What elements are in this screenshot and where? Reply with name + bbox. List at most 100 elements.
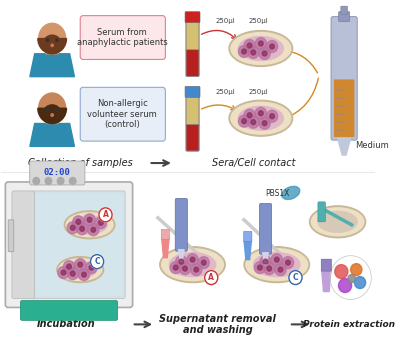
FancyBboxPatch shape (185, 86, 200, 97)
Text: A: A (208, 273, 214, 282)
Circle shape (180, 263, 191, 275)
Ellipse shape (72, 216, 107, 234)
Ellipse shape (238, 106, 283, 130)
FancyBboxPatch shape (186, 125, 199, 151)
FancyBboxPatch shape (260, 203, 272, 254)
Circle shape (244, 40, 255, 51)
Circle shape (251, 50, 256, 55)
Ellipse shape (310, 206, 366, 238)
Circle shape (70, 271, 75, 276)
Circle shape (247, 113, 252, 118)
Circle shape (70, 225, 75, 230)
Circle shape (242, 119, 246, 124)
Circle shape (335, 265, 348, 278)
Polygon shape (162, 238, 169, 258)
Text: Protein extraction: Protein extraction (303, 320, 395, 329)
Text: Non-allergic
volunteer serum
(control): Non-allergic volunteer serum (control) (88, 99, 157, 129)
Wedge shape (38, 39, 66, 54)
Circle shape (266, 110, 278, 122)
FancyBboxPatch shape (186, 50, 199, 76)
Ellipse shape (231, 102, 291, 134)
Circle shape (76, 223, 88, 235)
Circle shape (255, 107, 266, 119)
Circle shape (264, 263, 275, 275)
Circle shape (278, 267, 283, 272)
Polygon shape (46, 45, 58, 54)
Polygon shape (46, 115, 58, 124)
Circle shape (99, 208, 112, 222)
Ellipse shape (160, 247, 225, 283)
FancyBboxPatch shape (80, 87, 165, 141)
Circle shape (238, 115, 250, 127)
Ellipse shape (254, 253, 300, 277)
FancyBboxPatch shape (186, 94, 199, 126)
Circle shape (91, 227, 96, 232)
Text: C: C (94, 257, 100, 266)
Circle shape (87, 217, 92, 222)
Circle shape (348, 275, 355, 283)
Polygon shape (178, 250, 184, 262)
Circle shape (46, 109, 48, 111)
Circle shape (260, 256, 271, 268)
Circle shape (90, 255, 104, 269)
Circle shape (89, 265, 94, 270)
Circle shape (73, 216, 84, 228)
Circle shape (95, 217, 106, 229)
Circle shape (84, 214, 95, 226)
Text: Collection of samples: Collection of samples (28, 158, 133, 168)
Ellipse shape (59, 259, 102, 280)
Circle shape (58, 267, 69, 278)
Circle shape (56, 39, 58, 41)
Polygon shape (322, 269, 331, 292)
Circle shape (258, 111, 263, 116)
Ellipse shape (64, 262, 96, 278)
Circle shape (63, 260, 75, 273)
Circle shape (179, 259, 184, 264)
Ellipse shape (246, 249, 308, 280)
Circle shape (67, 222, 78, 234)
Circle shape (267, 266, 272, 271)
Ellipse shape (231, 32, 291, 65)
Circle shape (258, 265, 262, 270)
Circle shape (271, 254, 282, 266)
Circle shape (266, 40, 278, 52)
Circle shape (258, 41, 263, 46)
Circle shape (46, 39, 48, 41)
Text: Incubation: Incubation (37, 319, 96, 329)
Ellipse shape (311, 208, 364, 236)
FancyBboxPatch shape (185, 12, 200, 23)
Circle shape (248, 47, 259, 58)
Circle shape (78, 262, 82, 267)
Ellipse shape (229, 31, 293, 67)
Wedge shape (43, 105, 61, 115)
Circle shape (61, 270, 66, 275)
FancyBboxPatch shape (161, 229, 170, 239)
Polygon shape (263, 253, 268, 265)
Circle shape (198, 257, 209, 269)
FancyBboxPatch shape (80, 16, 165, 59)
Circle shape (205, 270, 218, 285)
Circle shape (270, 44, 274, 49)
Circle shape (170, 262, 181, 274)
FancyBboxPatch shape (186, 20, 199, 52)
Circle shape (67, 268, 78, 279)
Circle shape (274, 257, 279, 262)
Circle shape (187, 254, 198, 266)
Circle shape (45, 177, 52, 185)
Polygon shape (30, 54, 74, 77)
Ellipse shape (229, 100, 293, 136)
Ellipse shape (39, 93, 66, 124)
Circle shape (289, 270, 302, 285)
Ellipse shape (57, 257, 104, 283)
Ellipse shape (64, 211, 115, 239)
Ellipse shape (162, 249, 224, 280)
Circle shape (259, 117, 270, 129)
Text: PBS1X: PBS1X (266, 189, 290, 198)
Circle shape (78, 269, 90, 280)
Circle shape (51, 44, 53, 47)
FancyBboxPatch shape (12, 191, 34, 298)
Text: 250μl: 250μl (216, 89, 235, 95)
Circle shape (67, 264, 71, 269)
FancyBboxPatch shape (5, 182, 133, 307)
Circle shape (86, 262, 97, 274)
